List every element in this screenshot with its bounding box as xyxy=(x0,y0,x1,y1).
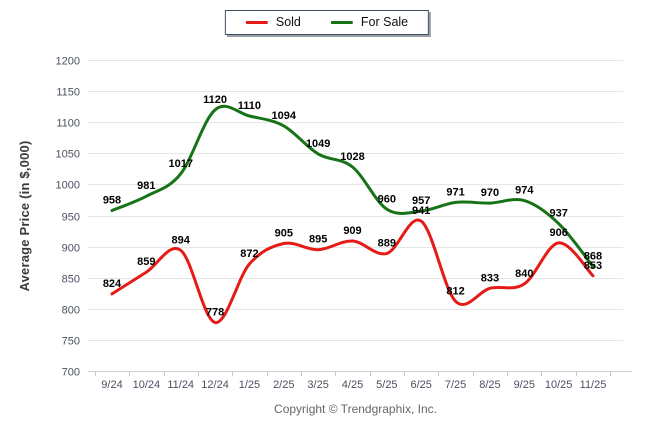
sold-line-swatch xyxy=(245,21,268,24)
data-label-sold: 895 xyxy=(309,234,327,246)
data-label-for-sale: 974 xyxy=(515,185,534,197)
x-tick-label: 2/25 xyxy=(273,379,294,391)
x-tick-label: 5/25 xyxy=(376,379,397,391)
data-label-for-sale: 868 xyxy=(584,251,602,263)
copyright-text: Copyright © Trendgraphix, Inc. xyxy=(274,402,437,416)
data-label-sold: 905 xyxy=(275,227,293,239)
data-label-sold: 824 xyxy=(103,278,122,290)
y-tick-label: 700 xyxy=(62,367,80,379)
data-label-sold: 840 xyxy=(515,268,533,280)
y-tick-label: 750 xyxy=(62,336,80,348)
y-tick-label: 800 xyxy=(62,305,80,317)
y-tick-label: 1200 xyxy=(56,56,80,68)
data-label-for-sale: 960 xyxy=(378,193,396,205)
data-label-sold: 853 xyxy=(584,260,602,272)
data-label-sold: 833 xyxy=(481,272,499,284)
data-label-for-sale: 1110 xyxy=(238,100,261,112)
x-tick-label: 3/25 xyxy=(307,379,328,391)
legend-item-for-sale: For Sale xyxy=(330,15,409,30)
y-tick-label: 1000 xyxy=(56,180,80,192)
data-label-for-sale: 957 xyxy=(412,195,430,207)
x-tick-label: 11/25 xyxy=(580,379,607,391)
x-tick-label: 6/25 xyxy=(411,379,432,391)
data-label-for-sale: 1017 xyxy=(168,158,192,170)
x-tick-label: 10/24 xyxy=(133,379,161,391)
data-label-sold: 894 xyxy=(172,234,191,246)
y-tick-label: 1150 xyxy=(56,87,80,99)
y-tick-label: 1050 xyxy=(56,149,80,161)
data-label-sold: 812 xyxy=(446,285,464,297)
series-line-for-sale xyxy=(110,104,595,268)
legend-label-sold: Sold xyxy=(275,15,301,30)
for-sale-line-swatch xyxy=(330,21,353,24)
data-label-for-sale: 971 xyxy=(446,186,464,198)
data-label-for-sale: 1120 xyxy=(203,94,227,106)
data-label-for-sale: 1049 xyxy=(306,138,330,150)
legend: Sold For Sale xyxy=(224,10,430,35)
data-label-for-sale: 981 xyxy=(137,180,155,192)
x-tick-label: 1/25 xyxy=(239,379,260,391)
x-tick-label: 10/25 xyxy=(545,379,573,391)
legend-label-for-sale: For Sale xyxy=(360,15,409,30)
data-label-for-sale: 958 xyxy=(103,195,121,207)
data-label-sold: 906 xyxy=(549,227,567,239)
y-tick-label: 900 xyxy=(62,243,80,255)
data-label-for-sale: 937 xyxy=(549,208,567,220)
y-axis-title: Average Price (in $,000) xyxy=(17,140,32,292)
x-tick-label: 4/25 xyxy=(342,379,363,391)
data-label-sold: 889 xyxy=(378,237,396,249)
series-line-sold xyxy=(110,218,595,324)
data-label-for-sale: 1094 xyxy=(272,110,297,122)
x-tick-label: 12/24 xyxy=(201,379,229,391)
x-tick-label: 9/25 xyxy=(514,379,535,391)
x-tick-label: 11/24 xyxy=(167,379,194,391)
data-label-for-sale: 1028 xyxy=(340,151,364,163)
data-label-sold: 872 xyxy=(240,248,258,260)
data-label-sold: 859 xyxy=(137,256,155,268)
x-tick-label: 7/25 xyxy=(445,379,466,391)
x-tick-label: 8/25 xyxy=(479,379,500,391)
y-tick-label: 950 xyxy=(62,212,80,224)
data-label-sold: 778 xyxy=(206,306,224,318)
y-tick-label: 1100 xyxy=(56,118,80,130)
y-tick-label: 850 xyxy=(62,274,80,286)
data-label-sold: 941 xyxy=(412,205,430,217)
x-tick-label: 9/24 xyxy=(101,379,122,391)
data-label-sold: 909 xyxy=(343,225,361,237)
legend-item-sold: Sold xyxy=(245,15,301,30)
data-label-for-sale: 970 xyxy=(481,187,499,199)
